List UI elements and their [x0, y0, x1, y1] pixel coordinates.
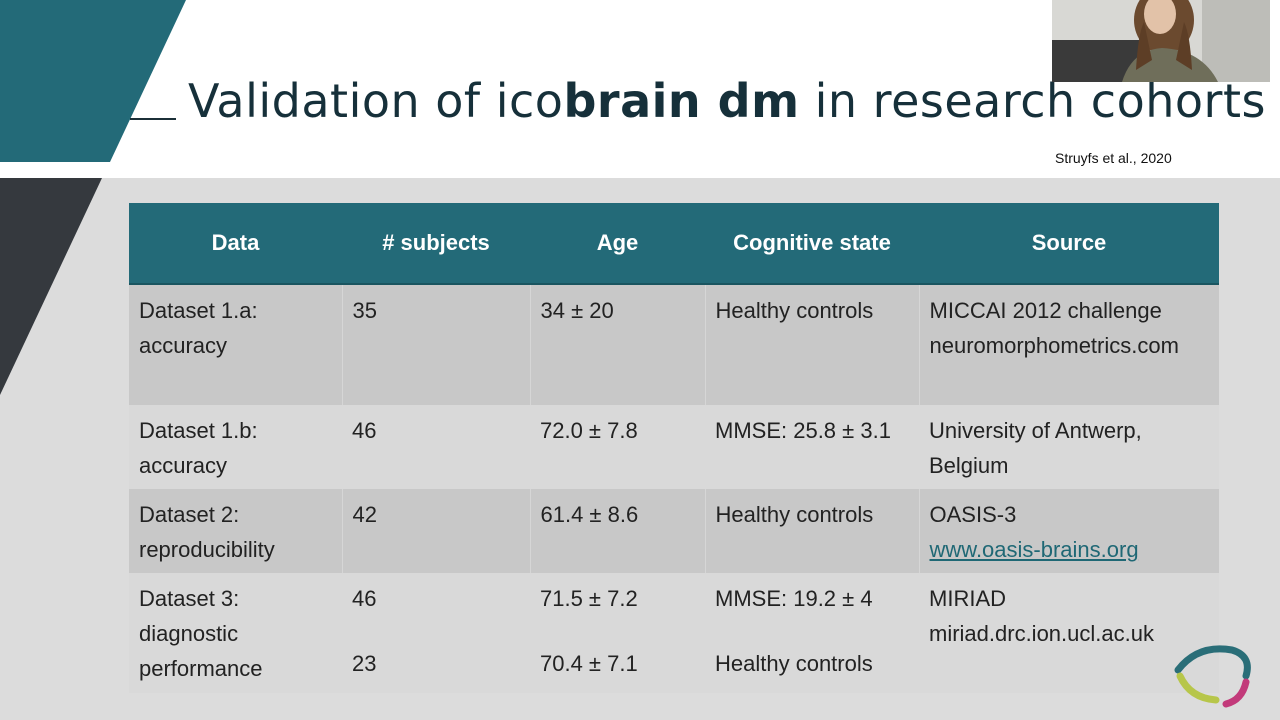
source-name: MICCAI 2012 challenge [929, 298, 1162, 323]
cell-dataset: Dataset 1.b: accuracy [129, 405, 342, 489]
cell-source: MIRIAD miriad.drc.ion.ucl.ac.uk [919, 573, 1219, 693]
cohort-table: Data # subjects Age Cognitive state Sour… [129, 203, 1219, 693]
icometrix-logo-icon [1174, 645, 1251, 708]
table-row: Dataset 3: diagnostic performance 46 23 7… [129, 573, 1219, 693]
state-value: MMSE: 19.2 ± 4 [715, 586, 873, 611]
cell-subjects: 35 [342, 284, 531, 405]
source-name: OASIS-3 [929, 502, 1017, 527]
cell-source: MICCAI 2012 challenge neuromorphometrics.… [919, 284, 1219, 405]
table-row: Dataset 1.b: accuracy 46 72.0 ± 7.8 MMSE… [129, 405, 1219, 489]
header-source: Source [919, 203, 1219, 285]
title-dash [130, 118, 176, 120]
state-value: Healthy controls [715, 651, 873, 676]
cell-subjects: 46 23 [342, 573, 530, 693]
source-url: neuromorphometrics.com [929, 333, 1179, 358]
table-row: Dataset 1.a: accuracy 35 34 ± 20 Healthy… [129, 284, 1219, 405]
header-subjects: # subjects [342, 203, 530, 285]
cell-cognitive-state: Healthy controls [705, 489, 920, 573]
cell-dataset: Dataset 2: reproducibility [129, 489, 343, 573]
source-name: MIRIAD [929, 586, 1006, 611]
cell-age: 34 ± 20 [530, 284, 706, 405]
header-age: Age [530, 203, 705, 285]
age-value: 70.4 ± 7.1 [540, 651, 638, 676]
cell-age: 71.5 ± 7.2 70.4 ± 7.1 [530, 573, 705, 693]
title-suffix: in research cohorts [799, 74, 1266, 128]
cell-dataset: Dataset 1.a: accuracy [129, 284, 343, 405]
title-product-name: brain dm [563, 74, 800, 128]
oasis-link[interactable]: www.oasis-brains.org [929, 537, 1139, 562]
slide-title: Validation of icobrain dm in research co… [188, 74, 1266, 128]
header-data: Data [129, 203, 342, 285]
age-value: 71.5 ± 7.2 [540, 586, 638, 611]
table-row: Dataset 2: reproducibility 42 61.4 ± 8.6… [129, 489, 1219, 573]
title-prefix: Validation of ico [188, 74, 564, 128]
table-header-row: Data # subjects Age Cognitive state Sour… [129, 203, 1219, 285]
cell-source: University of Antwerp, Belgium [919, 405, 1219, 489]
cell-cognitive-state: Healthy controls [705, 284, 920, 405]
cell-dataset: Dataset 3: diagnostic performance [129, 573, 342, 693]
cell-cognitive-state: MMSE: 25.8 ± 3.1 [705, 405, 919, 489]
cell-source: OASIS-3 www.oasis-brains.org [919, 489, 1219, 573]
header-cognitive-state: Cognitive state [705, 203, 919, 285]
citation: Struyfs et al., 2020 [1055, 150, 1172, 166]
presenter-video-thumbnail[interactable] [1052, 0, 1270, 82]
cell-age: 72.0 ± 7.8 [530, 405, 705, 489]
subjects-value: 23 [352, 651, 377, 676]
presenter-video-frame [1052, 0, 1270, 82]
cell-age: 61.4 ± 8.6 [530, 489, 706, 573]
subjects-value: 46 [352, 586, 377, 611]
source-url: miriad.drc.ion.ucl.ac.uk [929, 621, 1154, 646]
cell-subjects: 46 [342, 405, 530, 489]
cell-subjects: 42 [342, 489, 531, 573]
cell-cognitive-state: MMSE: 19.2 ± 4 Healthy controls [705, 573, 919, 693]
